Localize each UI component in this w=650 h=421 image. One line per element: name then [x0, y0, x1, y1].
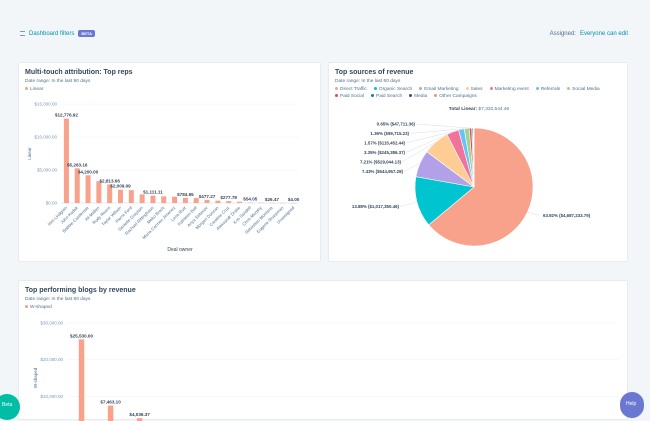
slice-label: 63.92% ($4,687,233.79)	[543, 213, 591, 218]
data-label: $4.00	[288, 197, 300, 202]
bar	[79, 339, 85, 421]
y-tick-label: $30,000.00	[40, 321, 63, 326]
slice-label: 1.36% ($99,715.23)	[370, 131, 409, 136]
bar	[150, 196, 155, 203]
label-leader	[527, 212, 540, 216]
blogs-bar-chart: $0.00$10,000.00$20,000.00$30,000.00W-sha…	[19, 281, 629, 421]
slice-label: 13.88% ($1,017,350.46)	[352, 204, 400, 209]
data-label: $2,813.66	[99, 178, 120, 183]
label-leader	[416, 124, 470, 128]
slice-label: 1.57% ($115,452.44)	[364, 141, 405, 146]
bar	[140, 194, 145, 203]
bar	[96, 181, 101, 203]
y-tick-label: $5,000.00	[37, 168, 58, 173]
y-tick-label: $10,000.00	[34, 135, 57, 140]
data-label: $477.27	[199, 194, 216, 199]
slice-label: 7.21% ($529,044.13)	[360, 160, 402, 165]
slice-label: 7.43% ($544,957.28)	[362, 169, 404, 174]
bar	[215, 201, 220, 203]
beta-button[interactable]: Beta	[0, 394, 20, 420]
data-label: $54.05	[243, 197, 257, 202]
data-label: $26.47	[265, 197, 279, 202]
data-label: $2,009.09	[110, 184, 131, 189]
assigned-label: Assigned:	[550, 31, 576, 37]
data-label: $7,463.10	[100, 400, 121, 405]
filter-icon	[20, 31, 25, 36]
slice-label: 0.65% ($47,711.36)	[377, 122, 416, 127]
y-axis-label: W-shaped	[33, 367, 38, 388]
help-button[interactable]: Help	[620, 392, 644, 418]
y-tick-label: $0.00	[46, 201, 58, 206]
data-label: $4,036.37	[129, 412, 150, 417]
bar	[161, 196, 166, 203]
data-label: $25,530.00	[70, 333, 93, 338]
bar	[86, 175, 91, 203]
bar	[226, 201, 231, 203]
bar	[183, 198, 188, 203]
y-tick-label: $20,000.00	[40, 357, 63, 362]
y-tick-label: $15,000.00	[34, 102, 57, 107]
data-label: $12,776.92	[55, 113, 78, 118]
total-label: Total Linear: $7,332,544.46	[449, 106, 510, 112]
beta-badge: BETA	[78, 30, 95, 37]
assigned-info: Assigned: Everyone can edit	[550, 31, 628, 37]
label-leader	[400, 202, 417, 206]
report-card-top-reps: Multi-touch attribution: Top reps Date r…	[18, 62, 321, 262]
bar	[108, 406, 114, 421]
data-label: $1,111.11	[143, 190, 163, 195]
reps-bar-chart: $0.00 $5,000.00 $10,000.00 $15,000.00 Linear…	[19, 63, 322, 263]
bar	[205, 200, 210, 203]
top-bar: Dashboard filters BETA Assigned: Everyone…	[0, 0, 650, 58]
y-tick-label: $10,000.00	[40, 394, 63, 399]
data-label: $784.95	[177, 192, 194, 197]
slice-label: 3.35% ($245,386.37)	[364, 150, 406, 155]
data-label: $277.78	[220, 195, 237, 200]
bar	[129, 190, 134, 203]
data-label: $4,200.00	[78, 169, 99, 174]
y-axis-label: Linear	[27, 147, 32, 160]
report-card-blogs: Top performing blogs by revenue Date ran…	[18, 280, 628, 420]
assigned-link[interactable]: Everyone can edit	[580, 31, 628, 37]
data-label: $5,263.16	[67, 162, 88, 167]
bar	[64, 119, 69, 203]
sources-pie-chart: Total Linear: $7,332,544.46 63.92% ($4,68…	[329, 63, 629, 263]
dashboard-filters-button[interactable]: Dashboard filters BETA	[20, 30, 95, 37]
bar	[118, 190, 123, 203]
x-axis-label: Deal owner	[167, 247, 193, 253]
filters-label: Dashboard filters	[29, 31, 74, 37]
bar	[237, 202, 242, 203]
bar	[172, 197, 177, 203]
report-card-sources: Top sources of revenue Date range: In th…	[328, 62, 628, 262]
